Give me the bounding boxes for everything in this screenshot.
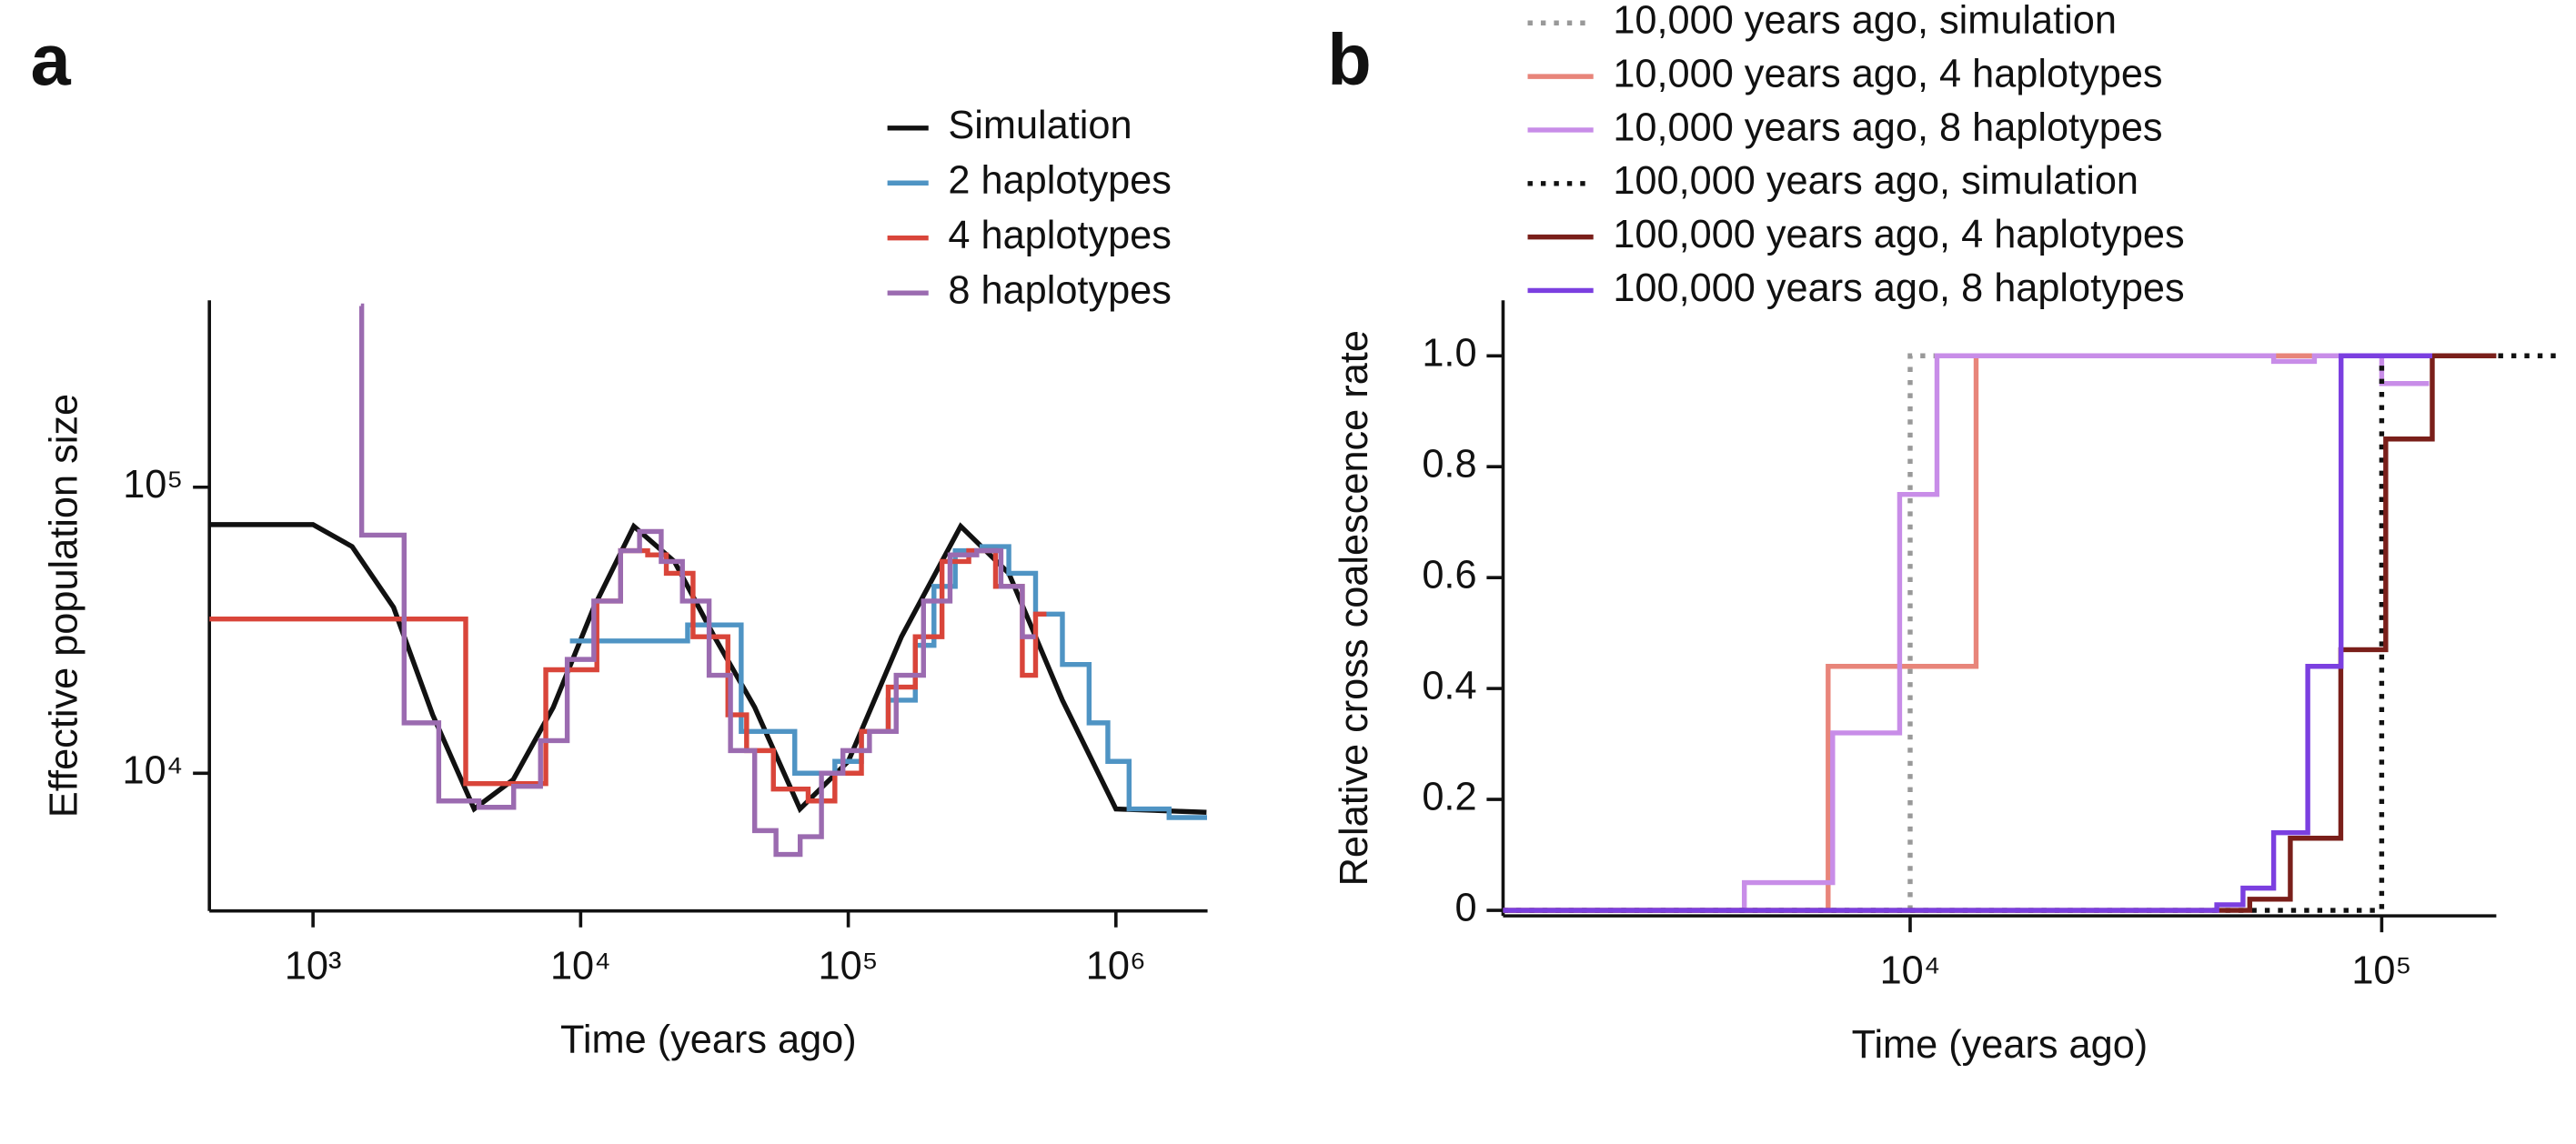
legend-label: 100,000 years ago, simulation (1613, 159, 2138, 203)
series-line (1503, 353, 1979, 913)
series-line (1503, 353, 2436, 913)
y-tick-label: 0 (1454, 886, 1476, 929)
x-tick-label: 10⁵ (819, 944, 879, 988)
series-line (1503, 353, 2561, 913)
x-tick-label: 10⁴ (550, 944, 611, 988)
y-tick-label: 0.8 (1422, 443, 1476, 487)
y-tick-label: 0.4 (1422, 665, 1476, 708)
legend-label: 10,000 years ago, 8 haplotypes (1613, 105, 2162, 149)
legend-label: 100,000 years ago, 4 haplotypes (1613, 213, 2184, 256)
y-tick-label: 10⁵ (123, 463, 183, 507)
x-tick-label: 10⁶ (1086, 944, 1146, 988)
x-tick-label: 10⁴ (1880, 949, 1941, 993)
series-line (358, 303, 1036, 858)
x-axis-label: Time (years ago) (560, 1019, 857, 1062)
y-axis-label: Relative cross coalescence rate (1333, 330, 1376, 886)
legend-label: 8 haplotypes (948, 269, 1172, 313)
series-line (1503, 353, 2432, 913)
y-axis-label: Effective population size (43, 394, 86, 818)
panel-label: a (30, 19, 71, 100)
y-tick-label: 0.6 (1422, 554, 1476, 597)
legend-label: 10,000 years ago, simulation (1613, 0, 2117, 43)
legend-label: Simulation (948, 104, 1132, 147)
y-tick-label: 1.0 (1422, 332, 1476, 376)
legend-label: 4 haplotypes (948, 214, 1172, 257)
legend-label: 100,000 years ago, 8 haplotypes (1613, 266, 2184, 310)
y-tick-label: 0.2 (1422, 776, 1476, 819)
y-tick-label: 10⁴ (123, 749, 184, 793)
panel-label: b (1327, 19, 1372, 100)
x-tick-label: 10⁵ (2351, 949, 2411, 993)
series-line (569, 544, 1207, 820)
series-line (1503, 353, 2430, 913)
legend-label: 10,000 years ago, 4 haplotypes (1613, 53, 2162, 96)
legend-label: 2 haplotypes (948, 159, 1172, 203)
series-line (1503, 353, 2497, 913)
x-tick-label: 10³ (285, 944, 342, 988)
x-axis-label: Time (years ago) (1852, 1023, 2148, 1067)
